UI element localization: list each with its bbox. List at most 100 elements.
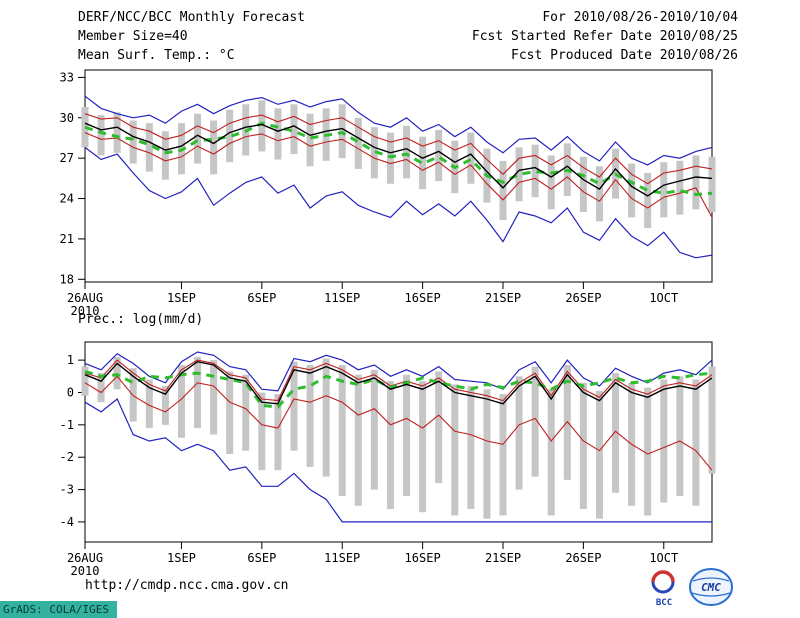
y-tick-label: 33 [60,70,74,84]
series-lower-quartile [84,132,713,218]
range-bar [354,117,362,169]
range-bar [644,387,652,516]
y-tick-label: 21 [60,232,74,246]
series-ensemble-max [84,95,713,166]
series-line [84,369,713,409]
range-bar [547,389,555,516]
range-bar [386,381,394,509]
range-bar [676,376,684,497]
range-bar [499,160,507,221]
x-tick-label: 6SEP [247,291,276,305]
x-tick-sublabel: 2010 [71,564,100,578]
member-size-label: Member Size=40 [78,29,188,44]
range-bar [579,156,587,213]
x-tick-label: 26SEP [565,291,601,305]
series-upper-quartile [84,359,713,402]
range-bar [547,155,555,210]
range-bar [660,162,668,218]
series-line [84,360,713,405]
range-bar [531,144,539,198]
bcc-logo-icon [651,570,675,594]
x-tick-sublabel: 2010 [71,304,100,316]
series-lower-quartile [84,375,713,471]
range-bar [338,364,346,497]
bcc-logo: BCC [644,568,684,608]
series-ensemble-mean [84,360,713,405]
range-bar [306,364,314,467]
range-bar [403,125,411,179]
series-upper-quartile [84,113,713,185]
series-climatology [84,369,713,409]
range-bar [290,361,298,451]
y-tick-label: 1 [67,353,74,367]
range-bar [113,356,121,390]
range-bar [531,366,539,477]
range-bar [242,374,250,451]
range-bar [451,384,459,516]
range-bar [595,390,603,519]
prec-chart-label: Prec.: log(mm/d) [78,312,204,327]
range-bar [435,371,443,484]
x-tick-label: 26AUG [67,551,103,565]
y-tick-label: -3 [60,483,74,497]
range-bar [113,112,121,153]
range-bar [161,386,169,425]
y-tick-label: -4 [60,515,74,529]
x-tick-label: 1SEP [167,291,196,305]
x-tick-label: 1SEP [167,551,196,565]
range-bar [435,129,443,182]
range-bar [194,356,202,429]
range-bar [226,109,234,163]
cma-logo-icon: CMC [689,568,733,606]
range-bar [145,379,153,429]
series-ensemble-mean [84,122,713,197]
range-bar [145,123,153,172]
series-ensemble-min [84,146,713,259]
series-ensemble-max [84,351,713,392]
x-tick-label: 11SEP [324,551,360,565]
forecast-range-label: For 2010/08/26-2010/10/04 [542,10,738,25]
range-bar [322,358,330,477]
range-bar [258,100,266,152]
range-bar [708,156,716,213]
range-bar [370,127,378,179]
range-bar [515,376,523,490]
range-bar [274,108,282,160]
series-line [84,398,712,523]
x-tick-label: 11SEP [324,291,360,305]
range-bar [499,394,507,516]
temp-chart-label: Mean Surf. Temp.: °C [78,48,235,63]
y-tick-label: 0 [67,385,74,399]
y-tick-label: 27 [60,151,74,165]
range-bar [579,382,587,509]
range-bar [194,113,202,164]
fcst-started-label: Fcst Started Refer Date 2010/08/25 [471,29,738,44]
series-line [84,146,713,259]
x-tick-label: 1OCT [649,551,678,565]
x-tick-label: 6SEP [247,551,276,565]
range-bar [483,389,491,519]
y-tick-label: -2 [60,450,74,464]
range-bar [161,131,169,180]
range-bar [628,163,636,218]
series-line [84,351,713,392]
range-bar [692,155,700,210]
y-tick-label: -1 [60,418,74,432]
range-bar [177,364,185,438]
range-bar [419,381,427,513]
range-bar [660,379,668,503]
range-bar [306,113,314,167]
series-ensemble-spread [81,356,716,519]
range-bar [708,366,716,474]
y-tick-label: 18 [60,272,74,286]
cma-logo: CMC [688,567,734,611]
series-line [84,95,713,166]
range-bar [595,166,603,222]
range-bar [467,132,475,184]
source-url: http://cmdp.ncc.cma.gov.cn [85,578,289,593]
series-line [84,122,713,197]
range-bar [210,120,218,175]
range-bar [612,373,620,493]
range-bar [81,366,89,396]
